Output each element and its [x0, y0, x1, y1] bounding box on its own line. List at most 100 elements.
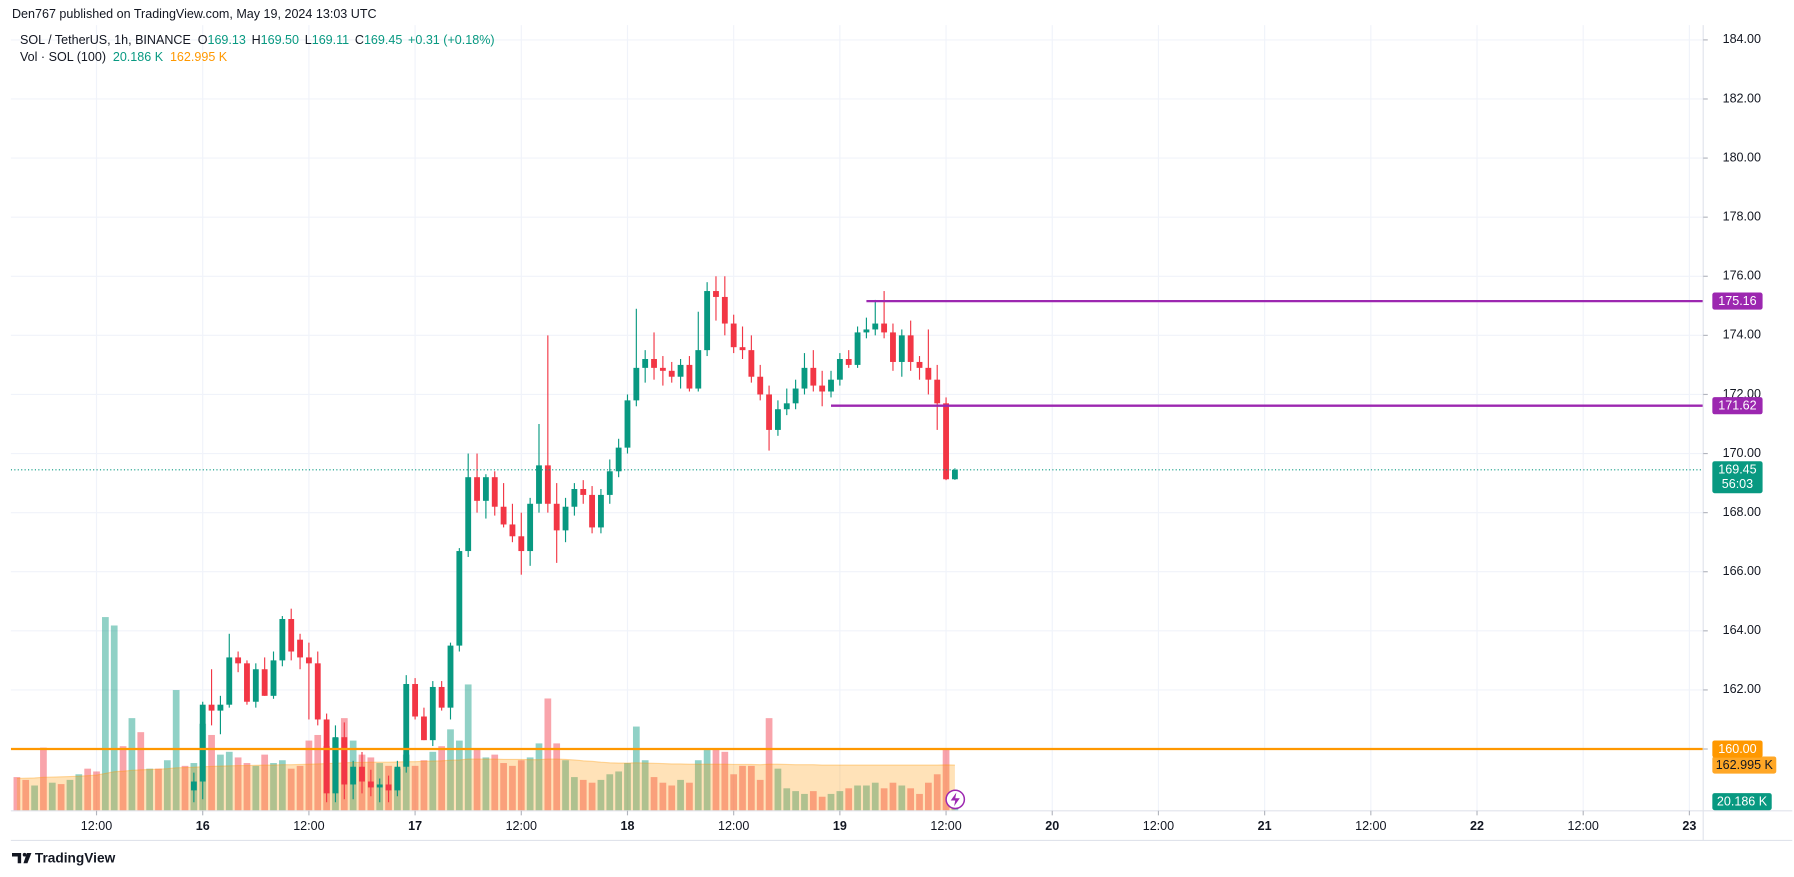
volume-bar [13, 777, 21, 811]
ohlc-key: H [252, 33, 261, 47]
volume-bar [110, 625, 118, 811]
volume-bar [588, 782, 596, 811]
candle-body [863, 329, 870, 333]
countdown: 56:03 [1722, 477, 1753, 491]
volume-last-tag [1712, 793, 1772, 811]
volume-bar [907, 788, 915, 811]
candle-body [598, 494, 604, 528]
x-tick-label: 23 [1682, 819, 1696, 833]
candle-body [518, 536, 525, 552]
candle-body [916, 361, 923, 368]
ohlc-key: O [198, 33, 208, 47]
x-tick-label: 12:00 [1568, 819, 1599, 833]
candle-body [943, 403, 949, 480]
last-price-label: 169.45 [1718, 463, 1756, 477]
candle-body [297, 639, 303, 658]
candle-body [836, 358, 843, 380]
candle-body [500, 506, 507, 525]
candle-body [659, 367, 666, 371]
volume-bar [933, 774, 941, 811]
candle-body [314, 663, 321, 720]
volume-bar [880, 788, 888, 811]
candle-body [544, 465, 551, 504]
ohlc-value: 169.11 [312, 33, 349, 47]
ohlc-key: L [305, 33, 312, 47]
x-tick-label: 17 [408, 819, 422, 833]
candle-body [217, 704, 224, 711]
footer-logo [12, 852, 32, 864]
volume-bar [429, 751, 437, 811]
candle-body [332, 737, 339, 794]
volume-bar [491, 754, 499, 811]
x-tick-label: 12:00 [930, 819, 961, 833]
volume-bar [854, 785, 861, 811]
candle-body [421, 716, 427, 741]
y-tick-label: 182.00 [1723, 91, 1761, 105]
y-tick-label: 170.00 [1723, 446, 1761, 460]
candle-body [403, 684, 410, 767]
candle-body [536, 465, 542, 504]
volume-bar [783, 788, 791, 811]
candle-body [580, 489, 587, 495]
candle-body [199, 704, 206, 782]
candle-body [527, 503, 534, 552]
volume-bar [889, 782, 897, 811]
ohlc-value: 169.13 [207, 33, 245, 47]
x-tick-label: 16 [196, 819, 210, 833]
volume-bar [863, 785, 870, 811]
candle-body [261, 669, 268, 696]
price-tag-label: 171.62 [1718, 399, 1756, 413]
volume-bar [102, 617, 109, 811]
volume-bar [314, 734, 322, 811]
candle-body [783, 403, 790, 410]
candle-body [252, 669, 259, 702]
candle-body [323, 719, 330, 794]
price-tag [1712, 292, 1763, 310]
volume-bar [447, 729, 454, 811]
volume-legend: Vol · SOL (100) 20.186 K 162.995 K [20, 51, 228, 65]
candle-body [305, 657, 312, 664]
candle-body [553, 503, 560, 531]
candle-body [279, 619, 286, 661]
replay-icon[interactable] [945, 789, 966, 810]
volume-bar [402, 754, 410, 811]
volume-bar [128, 718, 136, 811]
candle-body [226, 657, 233, 705]
y-tick-label: 184.00 [1723, 32, 1761, 46]
candle-body [394, 766, 401, 791]
x-tick-label: 12:00 [1143, 819, 1174, 833]
volume-bar [748, 765, 755, 811]
volume-bar [438, 746, 446, 811]
volume-bar [535, 743, 543, 811]
volume-bar [694, 760, 702, 811]
candle-body [854, 332, 861, 365]
volume-name: Vol · SOL (100) [20, 51, 106, 65]
volume-bar [455, 740, 463, 811]
candle-body [606, 471, 613, 495]
x-tick-label: 12:00 [81, 819, 112, 833]
volume-bar [464, 684, 472, 811]
volume-bar [924, 782, 932, 811]
volume-bar [287, 768, 295, 811]
grid [10, 25, 1704, 811]
volume-ma-tag [1712, 756, 1777, 774]
volume-bar [75, 774, 83, 811]
volume-bar [40, 747, 47, 811]
candle-body [677, 364, 684, 377]
candle-body [819, 385, 826, 392]
candle-body [792, 388, 799, 404]
volume-bar [916, 793, 923, 811]
volume-bar [252, 765, 260, 811]
volume-bar [774, 768, 782, 811]
x-tick-label: 12:00 [506, 819, 537, 833]
ohlc-value: 169.50 [261, 33, 299, 47]
x-tick-label: 12:00 [718, 819, 749, 833]
ohlc-key: C [355, 33, 364, 47]
volume-bar [827, 793, 835, 811]
volume-bar [93, 771, 100, 811]
price-tag-label: 160.00 [1718, 742, 1756, 756]
candle-body [429, 686, 436, 741]
volume-bar [721, 751, 729, 811]
volume-bar [659, 782, 667, 811]
